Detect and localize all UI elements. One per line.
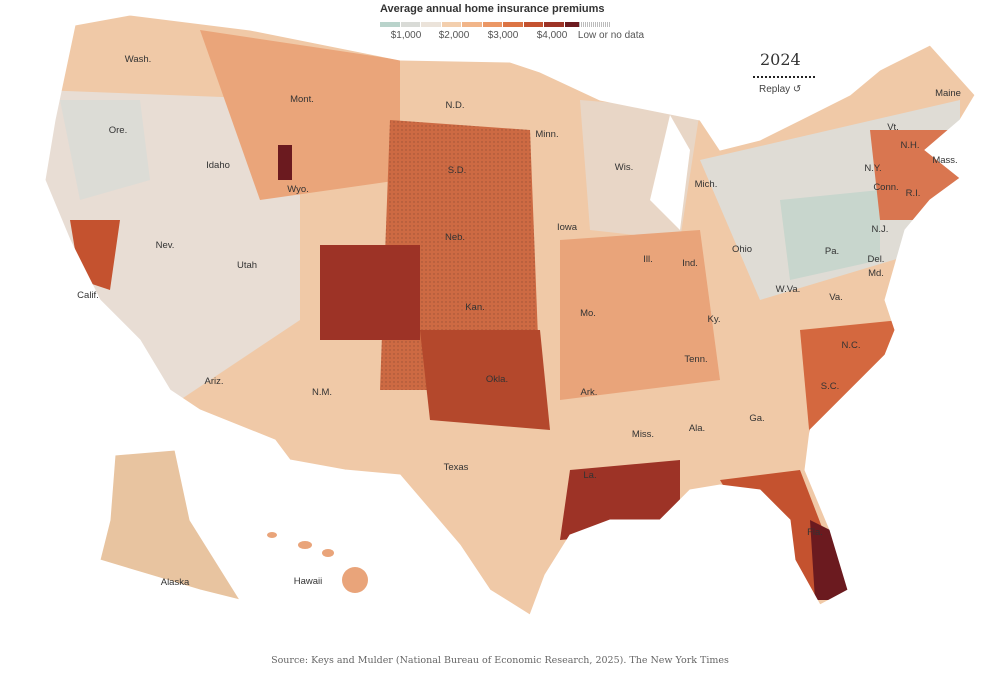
legend-no-data-label: Low or no data — [577, 30, 645, 41]
state-label: Wis. — [615, 162, 633, 173]
state-label: Del. — [868, 254, 885, 265]
state-label: Ind. — [682, 258, 698, 269]
state-label: Pa. — [825, 246, 839, 257]
state-label: Ill. — [643, 254, 653, 265]
state-label: N.M. — [312, 387, 332, 398]
state-label: Miss. — [632, 429, 654, 440]
state-label: Maine — [935, 88, 961, 99]
state-label: Ariz. — [205, 376, 224, 387]
state-label: N.Y. — [864, 163, 881, 174]
state-label: Wash. — [125, 54, 152, 65]
year-label: 2024 — [760, 50, 801, 69]
state-label: Hawaii — [294, 576, 323, 587]
timeline-dots[interactable] — [753, 76, 815, 78]
legend-swatch — [544, 22, 564, 27]
state-label: N.H. — [901, 140, 920, 151]
legend-scale — [380, 22, 585, 27]
state-label: Minn. — [535, 129, 558, 140]
state-label: Vt. — [887, 122, 899, 133]
state-label: N.C. — [842, 340, 861, 351]
state-label: W.Va. — [776, 284, 801, 295]
legend-swatch — [482, 22, 502, 27]
state-label: Texas — [444, 462, 469, 473]
state-label: S.D. — [448, 165, 466, 176]
state-label: Mich. — [695, 179, 718, 190]
state-label: Mass. — [932, 155, 957, 166]
state-label: Ohio — [732, 244, 752, 255]
state-label: Iowa — [557, 222, 578, 233]
state-label: Nev. — [156, 240, 175, 251]
legend-swatch — [503, 22, 523, 27]
alaska — [99, 449, 242, 601]
state-label: Ark. — [581, 387, 598, 398]
state-label: Ore. — [109, 125, 127, 136]
state-label: Calif. — [77, 290, 99, 301]
replay-button[interactable]: Replay ↺ — [759, 84, 801, 95]
state-label: Md. — [868, 268, 884, 279]
state-label: Utah — [237, 260, 257, 271]
source-note: Source: Keys and Mulder (National Bureau… — [271, 655, 729, 666]
legend-swatch — [400, 22, 420, 27]
lake-michigan — [650, 115, 690, 230]
legend-swatch — [421, 22, 441, 27]
state-label: Alaska — [161, 577, 190, 588]
state-label: Wyo. — [287, 184, 309, 195]
state-label: Mo. — [580, 308, 596, 319]
state-label: Fla. — [807, 527, 823, 538]
legend-swatch — [462, 22, 482, 27]
state-label: Va. — [829, 292, 843, 303]
legend-tick: $2,000 — [438, 30, 470, 41]
legend-swatch — [564, 22, 584, 27]
state-label: Tenn. — [684, 354, 707, 365]
state-label: Okla. — [486, 374, 508, 385]
state-label: N.J. — [872, 224, 889, 235]
legend-tick: $4,000 — [536, 30, 568, 41]
state-label: Ala. — [689, 423, 705, 434]
replay-arrow-icon: ↺ — [792, 84, 802, 95]
state-label: Mont. — [290, 94, 314, 105]
legend-tick: $1,000 — [390, 30, 422, 41]
state-label: N.D. — [446, 100, 465, 111]
state-label: Ky. — [707, 314, 720, 325]
state-label: R.I. — [906, 188, 921, 199]
legend-tick: $3,000 — [487, 30, 519, 41]
legend: Average annual home insurance premiums $… — [380, 3, 650, 41]
state-label: Conn. — [873, 182, 898, 193]
state-labels: Wash. Ore. Idaho Mont. Wyo. Nev. Calif. Utah Ari… — [77, 54, 961, 588]
legend-no-data-swatch — [579, 22, 611, 27]
legend-swatch — [523, 22, 543, 27]
replay-label: Replay — [759, 84, 791, 95]
hawaii — [267, 532, 368, 593]
legend-swatch — [441, 22, 461, 27]
state-label: La. — [583, 470, 596, 481]
legend-swatch — [380, 22, 400, 27]
state-label: Ga. — [749, 413, 764, 424]
state-label: Idaho — [206, 160, 230, 171]
state-label: Neb. — [445, 232, 465, 243]
state-label: S.C. — [821, 381, 839, 392]
state-label: Kan. — [465, 302, 485, 313]
legend-title: Average annual home insurance premiums — [380, 3, 605, 15]
